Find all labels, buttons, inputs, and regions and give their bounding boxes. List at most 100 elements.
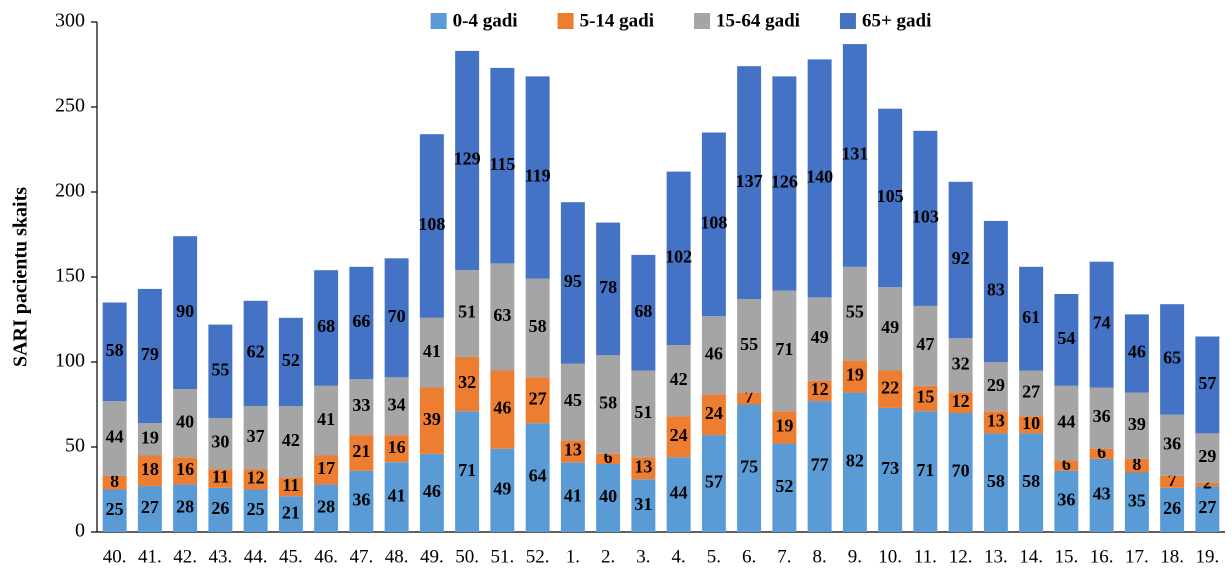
bar-segment xyxy=(737,66,762,300)
bar-segment xyxy=(208,469,233,488)
data-label: 12 xyxy=(952,391,970,411)
bar-segment xyxy=(455,356,480,412)
bar-segment xyxy=(419,453,444,532)
x-tick-label: 18. xyxy=(1160,546,1184,567)
bar-segment xyxy=(1054,294,1079,386)
bar-segment xyxy=(173,484,198,532)
bar-segment xyxy=(596,453,621,464)
bar-segment xyxy=(349,379,374,436)
data-label: 52 xyxy=(282,350,300,370)
bar-segment xyxy=(490,67,515,264)
y-tick-label: 50 xyxy=(65,435,85,457)
data-label: 82 xyxy=(846,450,864,470)
data-label: 40 xyxy=(176,411,194,431)
y-tick-label: 250 xyxy=(55,95,85,117)
x-tick-label: 15. xyxy=(1055,546,1079,567)
data-label: 16 xyxy=(176,459,194,479)
data-label: 22 xyxy=(881,377,899,397)
bar-segment xyxy=(807,297,832,381)
data-label: 12 xyxy=(247,467,265,487)
x-tick-label: 42. xyxy=(173,546,197,567)
bar-segment xyxy=(807,401,832,532)
data-label: 131 xyxy=(841,144,868,164)
bar-segment xyxy=(525,377,550,424)
bar-segment xyxy=(1124,472,1149,532)
x-tick-label: 49. xyxy=(420,546,444,567)
data-label: 41 xyxy=(388,485,406,505)
x-tick-label: 9. xyxy=(848,546,862,567)
data-label: 29 xyxy=(987,375,1005,395)
data-label: 39 xyxy=(1128,414,1146,434)
bar-segment xyxy=(596,464,621,532)
x-tick-label: 2. xyxy=(601,546,615,567)
x-tick-label: 5. xyxy=(707,546,721,567)
bar-segment xyxy=(1089,458,1114,532)
data-label: 55 xyxy=(211,359,229,379)
bar-segment xyxy=(384,462,409,532)
x-tick-label: 4. xyxy=(672,546,686,567)
bar-segment xyxy=(772,76,797,291)
data-label: 105 xyxy=(877,186,904,206)
bar-segment xyxy=(102,401,127,476)
legend-label: 15-64 gadi xyxy=(716,10,800,31)
bar-segment xyxy=(913,130,938,306)
bar-segment xyxy=(842,44,867,267)
data-label: 103 xyxy=(912,206,939,226)
data-label: 79 xyxy=(141,344,159,364)
bar-segment xyxy=(1089,448,1114,459)
data-label: 119 xyxy=(525,166,551,186)
data-label: 19 xyxy=(846,365,864,385)
bar-segment xyxy=(278,496,303,532)
data-label: 115 xyxy=(489,154,515,174)
data-label: 36 xyxy=(352,490,370,510)
bar-segment xyxy=(137,423,162,456)
bar-segment xyxy=(173,457,198,485)
bar-segment xyxy=(349,470,374,532)
bar-segment xyxy=(1160,475,1185,488)
data-label: 7 xyxy=(745,387,754,407)
bar-segment xyxy=(560,440,585,463)
bar-segment xyxy=(173,236,198,390)
bar-segment xyxy=(1124,392,1149,459)
y-tick-label: 150 xyxy=(55,265,85,287)
bar-segment xyxy=(560,363,585,441)
bar-segment xyxy=(596,355,621,454)
data-label: 74 xyxy=(1093,313,1111,333)
x-tick-label: 1. xyxy=(566,546,580,567)
bar-segment xyxy=(349,435,374,471)
data-label: 68 xyxy=(634,301,652,321)
data-label: 24 xyxy=(705,403,723,423)
data-label: 33 xyxy=(352,395,370,415)
data-label: 13 xyxy=(564,439,582,459)
data-label: 28 xyxy=(317,496,335,516)
bar-segment xyxy=(1160,414,1185,476)
data-label: 27 xyxy=(529,388,547,408)
data-label: 58 xyxy=(106,340,124,360)
bar-segment xyxy=(772,290,797,412)
x-tick-label: 48. xyxy=(385,546,409,567)
bar-segment xyxy=(983,411,1008,434)
data-label: 29 xyxy=(1198,446,1216,466)
bar-segment xyxy=(314,455,339,485)
bar-segment xyxy=(560,202,585,364)
x-tick-label: 51. xyxy=(491,546,515,567)
data-label: 129 xyxy=(454,149,481,169)
bar-segment xyxy=(419,317,444,388)
x-tick-label: 45. xyxy=(279,546,303,567)
data-label: 6 xyxy=(604,447,613,467)
bar-segment xyxy=(490,370,515,449)
data-label: 43 xyxy=(1093,484,1111,504)
x-tick-label: 19. xyxy=(1196,546,1220,567)
data-label: 66 xyxy=(352,311,370,331)
bar-segment xyxy=(1089,261,1114,388)
bar-segment xyxy=(737,392,762,405)
bar-segment xyxy=(701,435,726,532)
data-label: 126 xyxy=(771,172,798,192)
bar-segment xyxy=(878,108,903,288)
bar-segment xyxy=(455,270,480,357)
bar-segment xyxy=(772,443,797,532)
x-tick-label: 46. xyxy=(314,546,338,567)
bar-segment xyxy=(878,407,903,532)
x-tick-label: 47. xyxy=(350,546,374,567)
data-label: 13 xyxy=(987,410,1005,430)
